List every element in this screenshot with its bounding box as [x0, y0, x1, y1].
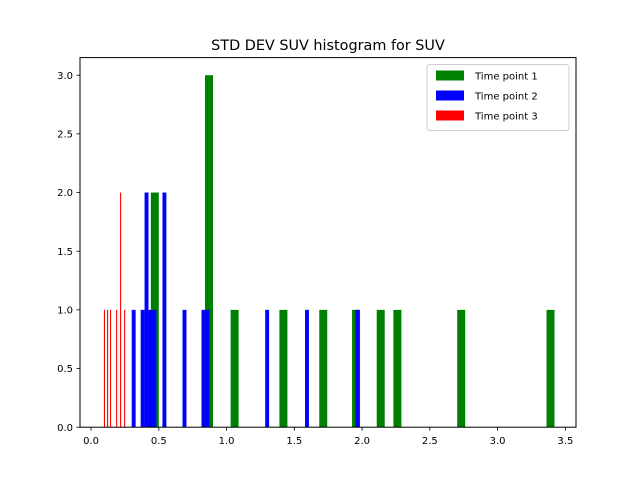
bars-layer — [103, 75, 555, 428]
y-tick-label: 1.0 — [57, 305, 73, 316]
x-tick-label: 0.5 — [151, 436, 167, 447]
legend-swatch — [436, 110, 464, 121]
x-tick-label: 2.0 — [354, 436, 370, 447]
bar-series-3-4 — [116, 309, 118, 428]
bar-series-1-5 — [319, 309, 328, 428]
bar-series-2-2 — [140, 309, 145, 428]
legend-label: Time point 2 — [474, 92, 538, 103]
legend: Time point 1 Time point 2 Time point 3 — [426, 64, 570, 131]
x-tick-label: 3.0 — [490, 436, 506, 447]
bar-series-2-4 — [148, 309, 153, 428]
bar-series-1-7 — [376, 309, 385, 428]
bar-series-3-6 — [124, 309, 126, 428]
bar-series-2-9 — [205, 309, 210, 428]
legend-swatch — [436, 70, 464, 81]
bar-series-2-1 — [131, 309, 136, 428]
chart-title: STD DEV SUV histogram for SUV — [211, 38, 445, 54]
legend-label: Time point 1 — [474, 72, 538, 83]
y-tick-label: 3.0 — [57, 71, 73, 82]
bar-series-2-3 — [144, 192, 149, 428]
bar-series-2-12 — [355, 309, 360, 428]
bar-series-1-9 — [457, 309, 466, 428]
bar-series-3-2 — [107, 309, 109, 428]
bar-series-2-6 — [162, 192, 167, 428]
bar-series-1-2 — [205, 75, 214, 428]
x-tick-label: 1.5 — [286, 436, 302, 447]
plot-area-frame — [79, 57, 577, 428]
bar-series-2-8 — [201, 309, 206, 428]
x-tick-label: 2.5 — [422, 436, 438, 447]
bar-series-1-3 — [230, 309, 239, 428]
y-tick-label: 2.5 — [57, 129, 73, 140]
bar-series-1-10 — [546, 309, 555, 428]
y-tick-label: 0.5 — [57, 364, 73, 375]
bar-series-1-4 — [279, 309, 288, 428]
bar-series-3-1 — [103, 309, 106, 428]
y-tick-label: 1.5 — [57, 247, 73, 258]
bar-series-3-3 — [110, 309, 112, 428]
legend-swatch — [436, 90, 464, 101]
bar-series-2-5 — [152, 309, 157, 428]
x-tick-label: 1.0 — [219, 436, 235, 447]
y-axis: 0.0 0.5 1.0 1.5 2.0 2.5 3.0 — [57, 71, 80, 434]
x-tick-label: 0.0 — [83, 436, 99, 447]
x-tick-label: 3.5 — [557, 436, 573, 447]
bar-series-1-8 — [393, 309, 402, 428]
y-tick-label: 0.0 — [57, 423, 73, 434]
x-axis: 0.0 0.5 1.0 1.5 2.0 2.5 3.0 3.5 — [83, 427, 573, 447]
bar-series-3-5 — [120, 192, 122, 428]
bar-series-2-7 — [182, 309, 187, 428]
bar-series-2-10 — [265, 309, 270, 428]
legend-label: Time point 3 — [474, 112, 538, 123]
bar-series-2-11 — [305, 309, 309, 428]
y-tick-label: 2.0 — [57, 188, 73, 199]
